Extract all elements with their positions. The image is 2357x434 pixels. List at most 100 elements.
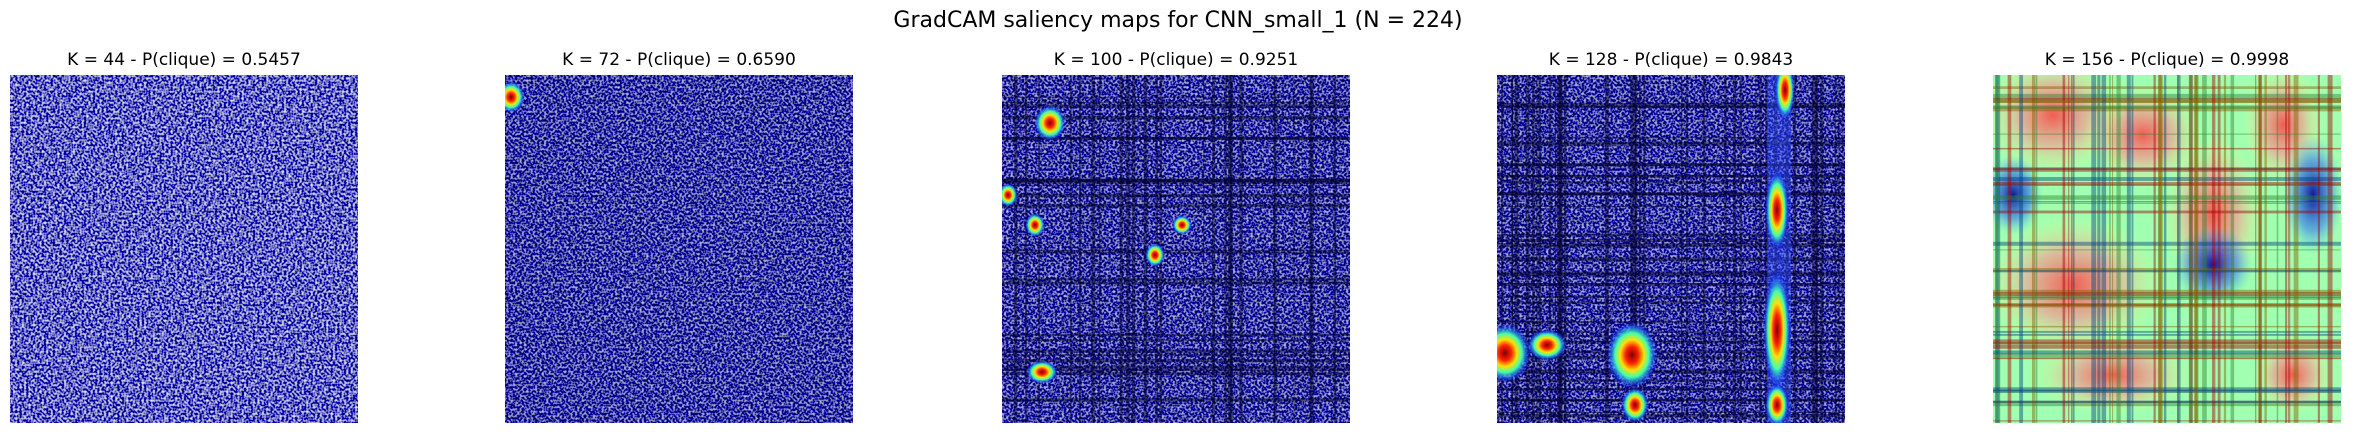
band	[2097, 75, 2101, 423]
panel-title: K = 100 - P(clique) = 0.9251	[1054, 50, 1298, 70]
hotspot	[1026, 360, 1058, 384]
band	[1497, 102, 1845, 105]
band	[2255, 75, 2257, 423]
band	[1993, 294, 2341, 299]
panel-title: K = 44 - P(clique) = 0.5457	[67, 50, 301, 70]
band	[1604, 75, 1609, 423]
band	[1497, 181, 1845, 184]
band	[2116, 75, 2121, 423]
band	[2062, 75, 2066, 423]
map-content	[1993, 75, 2341, 423]
band	[1993, 420, 2341, 422]
band	[1002, 178, 1350, 182]
cold-area	[2283, 135, 2341, 255]
band	[1002, 184, 1350, 186]
band	[1497, 331, 1845, 333]
band	[2276, 75, 2279, 423]
hotspot	[1025, 213, 1045, 237]
band	[1785, 75, 1789, 423]
band	[1686, 75, 1688, 423]
band	[2163, 75, 2167, 423]
band	[2230, 75, 2235, 423]
band	[1002, 193, 1350, 198]
band	[1993, 93, 2341, 99]
band	[1229, 75, 1233, 423]
band	[1993, 99, 2341, 103]
band	[1211, 75, 1215, 423]
band	[1525, 75, 1528, 423]
band	[1497, 387, 1845, 391]
band	[1538, 75, 1542, 423]
band	[1497, 320, 1845, 324]
band	[1497, 243, 1845, 248]
band	[2177, 75, 2179, 423]
warm-area	[1993, 215, 2163, 355]
band	[2071, 75, 2073, 423]
band	[1224, 75, 1227, 423]
band	[1548, 75, 1552, 423]
band	[1815, 75, 1818, 423]
band	[2194, 75, 2199, 423]
band	[1724, 75, 1727, 423]
saliency-map	[1497, 75, 1845, 423]
band	[1993, 86, 2341, 89]
band	[1820, 75, 1824, 423]
hotspot	[1765, 170, 1789, 250]
band	[1993, 201, 2341, 203]
band	[1119, 75, 1123, 423]
map-content	[10, 75, 358, 423]
band	[2202, 75, 2207, 423]
band	[1993, 353, 2341, 359]
band	[1993, 344, 2341, 349]
band	[2131, 75, 2134, 423]
band	[2211, 75, 2216, 423]
band	[2189, 75, 2193, 423]
band	[1993, 401, 2341, 407]
band	[1993, 389, 2341, 393]
band	[2126, 75, 2131, 423]
warm-area	[2083, 85, 2203, 185]
band	[1497, 257, 1845, 261]
band	[1993, 98, 2341, 100]
band	[1497, 295, 1845, 298]
band	[1038, 75, 1040, 423]
band	[1239, 75, 1243, 423]
band	[2158, 75, 2162, 423]
band	[1126, 75, 1130, 423]
band	[2035, 75, 2038, 423]
band	[2112, 75, 2114, 423]
band	[1633, 75, 1637, 423]
band	[1002, 180, 1350, 184]
band	[1511, 75, 1514, 423]
band	[1002, 372, 1350, 376]
saliency-map	[1002, 75, 1350, 423]
band	[2194, 75, 2198, 423]
band	[1993, 268, 2341, 272]
band	[1497, 192, 1845, 196]
map-content	[505, 75, 853, 423]
band	[1755, 75, 1757, 423]
band	[1995, 75, 2001, 423]
warm-area	[2253, 335, 2333, 415]
band	[1002, 281, 1350, 285]
band	[1993, 210, 2341, 214]
band	[1759, 75, 1762, 423]
band	[1310, 75, 1314, 423]
band	[1638, 75, 1641, 423]
band	[1643, 75, 1646, 423]
band	[1993, 387, 2341, 392]
hotspot	[1606, 321, 1658, 389]
band	[1993, 195, 2341, 200]
band	[1143, 75, 1148, 423]
map-content	[1497, 75, 1845, 423]
noise-image	[505, 75, 853, 423]
band	[1531, 75, 1535, 423]
band	[1993, 184, 2341, 186]
band	[1630, 75, 1634, 423]
band	[1497, 141, 1845, 146]
band	[1002, 349, 1350, 353]
band	[2101, 75, 2107, 423]
hotspot	[1527, 329, 1567, 361]
hotspot	[1034, 105, 1066, 141]
